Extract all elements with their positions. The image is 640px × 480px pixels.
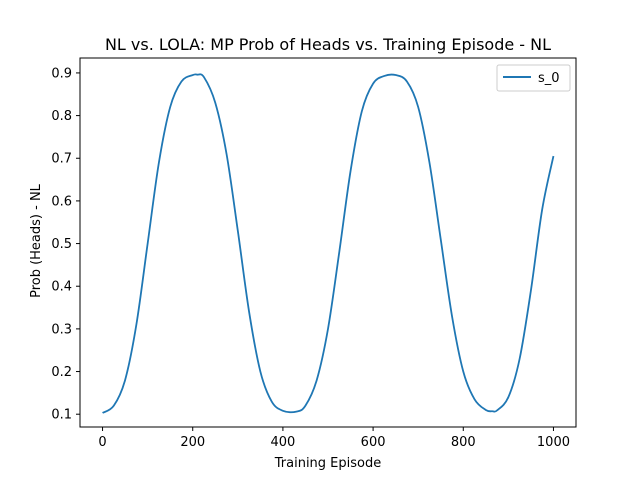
x-tick-label: 800 (451, 435, 476, 450)
y-tick-label: 0.4 (51, 280, 72, 295)
y-tick-label: 0.9 (51, 66, 72, 81)
y-tick-label: 0.2 (51, 365, 72, 380)
x-axis-label: Training Episode (274, 456, 381, 471)
x-tick-label: 400 (270, 435, 295, 450)
y-axis-label: Prob (Heads) - NL (29, 183, 44, 298)
x-tick-label: 200 (180, 435, 205, 450)
legend: s_0 (496, 64, 571, 92)
y-tick-label: 0.7 (51, 152, 72, 167)
y-tick-label: 0.1 (51, 408, 72, 423)
legend-box (496, 64, 571, 92)
legend-label-s_0: s_0 (538, 71, 560, 86)
x-tick-label: 0 (98, 435, 106, 450)
x-tick-label: 1000 (537, 435, 570, 450)
y-tick-label: 0.5 (51, 237, 72, 252)
series-line-s_0 (102, 73, 555, 414)
x-tick-label: 600 (361, 435, 386, 450)
axes: 0 200 400 600 800 1000 0.1 0.2 0.3 0.4 0.5 0.6 0.7 0.… (51, 57, 577, 450)
y-tick-label: 0.6 (51, 194, 72, 209)
plot-area (102, 73, 555, 414)
plot-frame (79, 57, 577, 428)
y-tick-label: 0.8 (51, 109, 72, 124)
y-tick-label: 0.3 (51, 322, 72, 337)
chart-title: NL vs. LOLA: MP Prob of Heads vs. Traini… (105, 35, 551, 54)
